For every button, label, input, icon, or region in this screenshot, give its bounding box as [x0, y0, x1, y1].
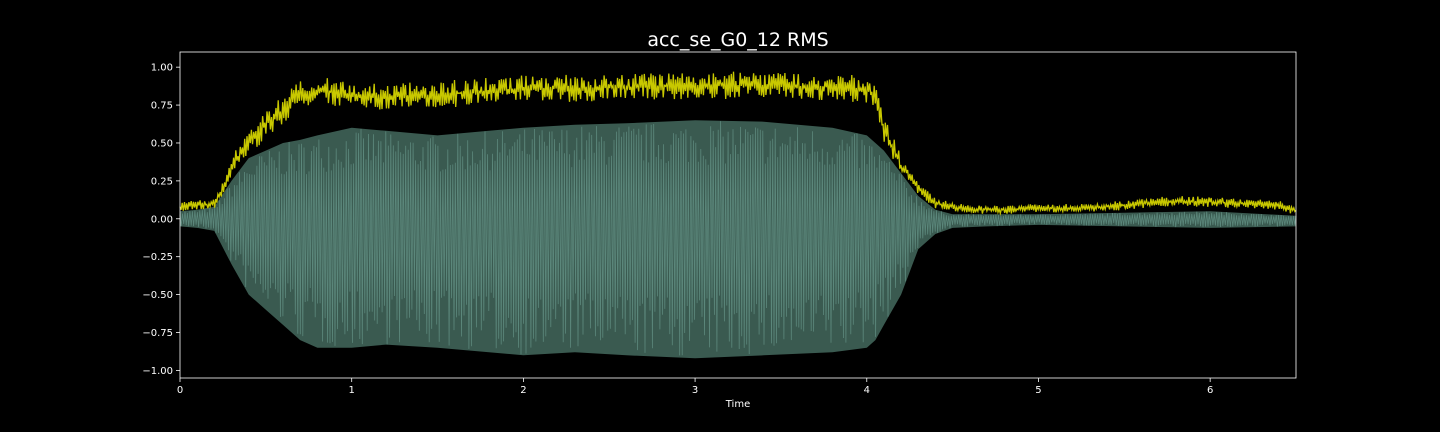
- x-tick-label: 4: [864, 385, 870, 396]
- y-axis: 1.00 0.75 0.50 0.25 0.00 −0.25 −0.50 −0.75 −1.00: [142, 63, 180, 377]
- y-tick-label: −0.75: [142, 328, 173, 339]
- y-tick-label: 0.00: [151, 214, 173, 225]
- x-axis: 0 1 2 3 4 5 6: [177, 378, 1213, 396]
- chart-title: acc_se_G0_12 RMS: [647, 29, 828, 51]
- x-tick-label: 1: [349, 385, 355, 396]
- y-tick-label: −0.25: [142, 252, 173, 263]
- plot-area: [179, 71, 1297, 359]
- y-tick-label: 0.50: [151, 138, 173, 149]
- y-tick-label: −1.00: [142, 366, 173, 377]
- y-tick-label: 0.75: [151, 101, 173, 112]
- x-tick-label: 2: [520, 385, 526, 396]
- x-axis-label: Time: [725, 399, 750, 410]
- y-tick-label: 0.25: [151, 176, 173, 187]
- x-tick-label: 6: [1207, 385, 1213, 396]
- x-tick-label: 0: [177, 385, 183, 396]
- x-tick-label: 3: [692, 385, 698, 396]
- axes-frame: [179, 51, 1297, 379]
- y-tick-label: −0.50: [142, 290, 173, 301]
- rms-line: [179, 71, 1297, 216]
- waveform-line: [179, 121, 1297, 356]
- y-tick-label: 1.00: [151, 63, 173, 74]
- x-tick-label: 5: [1035, 385, 1041, 396]
